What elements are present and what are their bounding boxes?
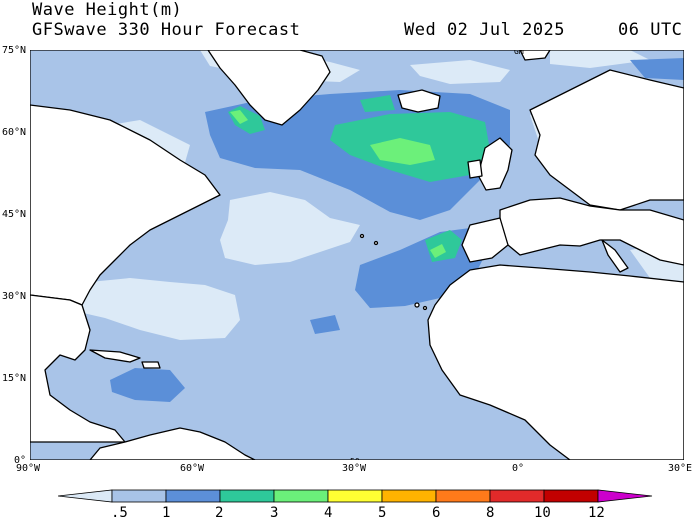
colorbar-segment (327, 489, 383, 503)
colorbar-label-6: 6 (432, 505, 441, 521)
lat-label-30n: 30°N (2, 291, 27, 302)
lon-label-30e: 30°E (668, 463, 693, 474)
colorbar-label-2: 2 (215, 505, 224, 521)
colorbar-label-8: 8 (486, 505, 495, 521)
lat-label-0: 0° (14, 455, 27, 466)
colorbar-segment (165, 489, 221, 503)
colorbar-label-5: 5 (378, 505, 387, 521)
lon-label-30w: 30°W (342, 463, 367, 474)
lat-label-60n: 60°N (2, 127, 27, 138)
colorbar-segment (489, 489, 545, 503)
lat-label-45n: 45°N (2, 209, 27, 220)
landmasses (30, 50, 684, 460)
forecast-time: 06 UTC (618, 20, 683, 40)
colorbar-label-4: 4 (324, 505, 333, 521)
lon-label-90w: 90°W (16, 463, 41, 474)
colorbar-segment (543, 489, 599, 503)
colorbar-segment (219, 489, 275, 503)
wave-band-4-to-5 (230, 110, 446, 258)
colorbar-segment (597, 489, 653, 503)
colorbar-segment (435, 489, 491, 503)
annotation-50: 50 (350, 457, 360, 460)
colorbar-segment (273, 489, 329, 503)
lon-label-0: 0° (512, 463, 525, 474)
wave-height-map[interactable]: GM 50 (30, 50, 684, 460)
colorbar-segment (381, 489, 437, 503)
annotation-gm: GM (514, 50, 524, 56)
colorbar-label-12: 12 (588, 505, 605, 521)
lon-label-60w: 60°W (180, 463, 205, 474)
forecast-label: GFSwave 330 Hour Forecast (32, 20, 301, 40)
lat-label-75n: 75°N (2, 45, 27, 56)
colorbar-label-10: 10 (534, 505, 551, 521)
colorbar-segment (58, 489, 113, 503)
lat-label-15n: 15°N (2, 373, 27, 384)
chart-title: Wave Height(m) (32, 0, 183, 20)
colorbar-label-0-5: .5 (111, 505, 128, 521)
forecast-date: Wed 02 Jul 2025 (404, 20, 566, 40)
colorbar-label-1: 1 (162, 505, 171, 521)
colorbar-label-3: 3 (270, 505, 279, 521)
colorbar-segment (111, 489, 167, 503)
colorbar (58, 489, 653, 503)
